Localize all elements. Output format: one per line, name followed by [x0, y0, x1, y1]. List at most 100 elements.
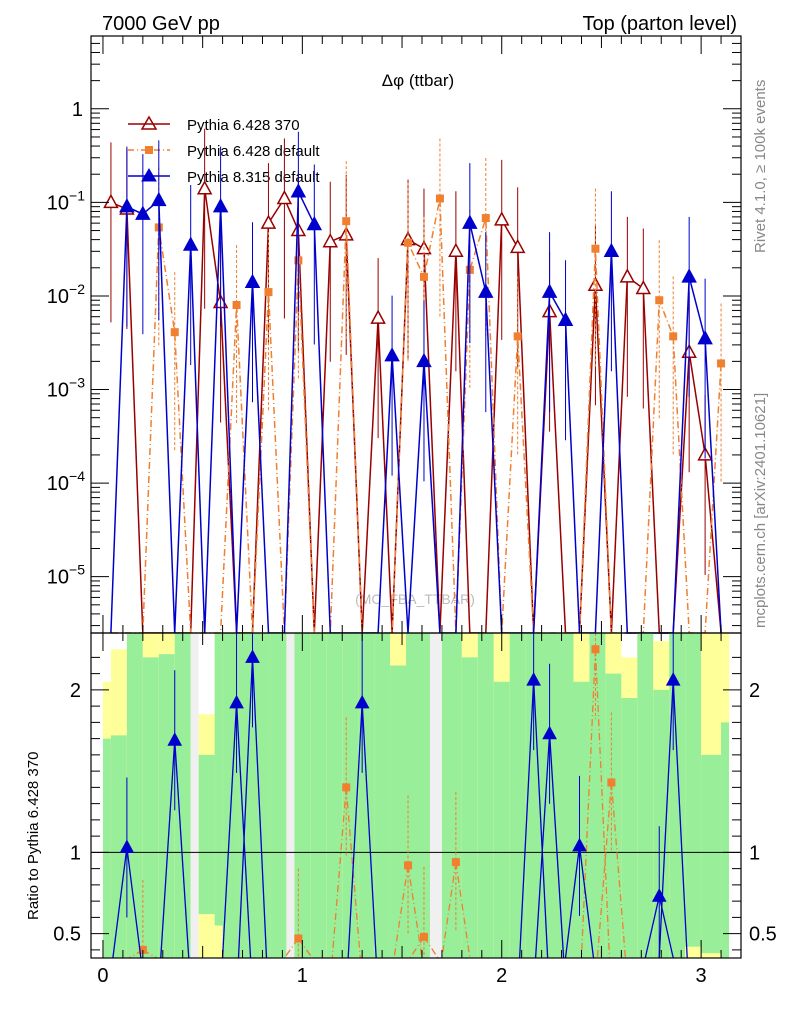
ratio-band-inner — [158, 654, 175, 958]
data-point-triangle — [557, 311, 574, 326]
data-point-square — [717, 359, 726, 368]
ratio-point-triangle — [526, 672, 541, 686]
legend-marker-py6-default — [145, 146, 153, 154]
data-point-triangle — [541, 283, 558, 298]
ratio-line-left — [347, 702, 363, 959]
watermark: (MC_FBA_TTBAR) — [355, 591, 475, 607]
ratio-point-square — [419, 932, 428, 941]
ratio-line-right — [532, 680, 549, 959]
header-right: Top (parton level) — [582, 13, 737, 35]
ratio-line-right — [455, 862, 471, 959]
data-point-triangle — [416, 352, 432, 368]
ratio-point-square — [607, 778, 616, 787]
rivet-label: Rivet 4.1.0, ≥ 100k events — [752, 80, 769, 253]
ratio-line-left — [534, 733, 551, 959]
y-tick-label: 10−4 — [47, 468, 85, 495]
ratio-ylabel: Ratio to Pythia 6.428 370 — [25, 752, 42, 920]
ratio-band-gap — [190, 633, 199, 958]
x-tick-label: 1 — [297, 965, 308, 987]
data-point-triangle — [151, 191, 167, 207]
legend: Pythia 6.428 370 Pythia 6.428 default Py… — [128, 115, 320, 186]
ratio-band-inner — [270, 633, 287, 958]
data-point-triangle — [681, 268, 697, 283]
legend-marker-py6-370 — [140, 115, 158, 130]
legend-marker-py8-default — [141, 168, 157, 182]
data-point-square — [669, 332, 678, 341]
ratio-band-inner — [461, 657, 478, 958]
ratio-plot — [91, 633, 741, 959]
data-point-triangle — [119, 198, 135, 213]
data-point-triangle — [244, 273, 261, 289]
data-point-triangle — [306, 215, 323, 231]
data-point-triangle — [448, 242, 464, 258]
ratio-band-inner — [406, 633, 430, 958]
ratio-band-gap — [429, 633, 442, 958]
ratio-line-right — [126, 847, 142, 959]
ratio-point-triangle — [229, 694, 244, 709]
ratio-line-right — [251, 657, 268, 959]
data-point-triangle — [697, 330, 713, 345]
ratio-band-inner — [509, 633, 526, 958]
ratio-line-right — [548, 733, 565, 959]
x-tick-label: 3 — [696, 965, 707, 987]
x-tick-label: 2 — [496, 965, 507, 987]
data-point-square — [342, 217, 351, 226]
ratio-line-right — [610, 782, 627, 959]
y-tick-label: 10−2 — [47, 281, 85, 308]
ratio-point-triangle — [665, 672, 681, 686]
legend-label-py6-370: Pythia 6.428 370 — [187, 117, 300, 134]
ratio-band-inner — [214, 633, 223, 926]
ratio-y-tick-label: 0.5 — [53, 924, 81, 946]
ratio-point-square — [138, 945, 147, 954]
ratio-band-inner — [174, 633, 191, 958]
ratio-line-left — [221, 702, 238, 959]
y-tick-exponent: −1 — [69, 187, 85, 203]
ratio-line-left — [112, 847, 128, 959]
y-tick-label: 10−1 — [47, 187, 85, 214]
ratio-band-inner — [477, 633, 494, 958]
ratio-frame — [90, 632, 742, 959]
ratio-band-inner — [294, 633, 311, 958]
ratio-band-inner — [557, 633, 574, 958]
ratio-y-tick-label-right: 0.5 — [749, 924, 777, 946]
y-tick-label: 10−3 — [47, 375, 85, 402]
legend-label-py8-default: Pythia 8.315 default — [187, 169, 320, 186]
data-point-triangle — [290, 183, 307, 198]
ratio-line-left — [441, 862, 457, 959]
ratio-point-square — [451, 858, 460, 867]
data-point-triangle — [103, 193, 119, 209]
ratio-line-right — [235, 702, 252, 959]
ratio-band-inner — [685, 633, 702, 947]
ratio-line-left — [596, 782, 613, 959]
ratio-band-inner — [493, 681, 510, 958]
ratio-line-left — [564, 845, 581, 959]
ratio-band-inner — [358, 633, 375, 958]
ratio-band-inner — [637, 633, 654, 958]
ratio-band-inner — [390, 665, 407, 958]
data-point-triangle — [635, 279, 652, 295]
data-point-square — [264, 288, 273, 297]
header-left: 7000 GeV pp — [102, 13, 220, 35]
ratio-point-triangle — [119, 839, 135, 853]
data-point-triangle — [260, 214, 277, 229]
ratio-band-inner — [605, 673, 622, 958]
ratio-line-right — [361, 702, 377, 959]
data-point-triangle — [182, 236, 199, 251]
ratio-point-square — [404, 861, 413, 870]
ratio-point-triangle — [542, 725, 557, 740]
ratio-band-inner — [525, 633, 558, 958]
ratio-line-left — [237, 657, 254, 959]
ratio-band-inner — [254, 633, 271, 958]
ratio-line-right — [594, 649, 611, 959]
ratio-line-left — [518, 680, 535, 959]
plot-title: Δφ (ttbar) — [382, 71, 454, 90]
data-point-square — [655, 296, 664, 305]
ratio-band-inner — [441, 633, 462, 958]
data-point-triangle — [462, 214, 478, 229]
ratio-band-inner — [310, 633, 327, 958]
ratio-y-tick-label: 1 — [70, 842, 81, 864]
ratio-band-inner — [326, 633, 343, 958]
data-point-square — [232, 301, 241, 310]
ratio-y-tick-label: 2 — [70, 680, 81, 702]
